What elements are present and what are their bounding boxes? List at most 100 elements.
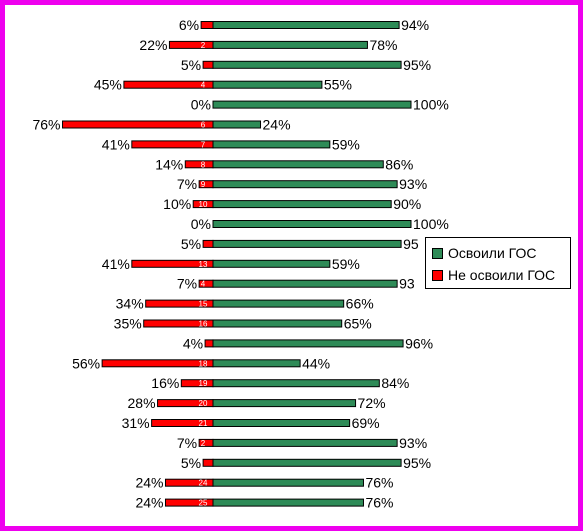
data-label-mastered: 59% [332, 256, 360, 272]
data-label-mastered: 95% [403, 455, 431, 471]
bar-mastered [212, 359, 301, 368]
data-label-mastered: 93% [399, 176, 427, 192]
legend: Освоили ГОС Не освоили ГОС [425, 237, 571, 289]
bar-mastered [212, 100, 412, 109]
data-label-mastered: 76% [365, 475, 393, 491]
bar-mastered [212, 160, 384, 169]
data-label-not-mastered: 5% [181, 455, 201, 471]
data-label-not-mastered: 4% [183, 335, 203, 351]
bar-mastered [212, 200, 392, 209]
bar-mastered [212, 299, 345, 308]
data-label-not-mastered: 22% [139, 37, 167, 53]
category-label: 18 [199, 359, 208, 368]
category-label: 20 [199, 399, 208, 408]
data-label-mastered: 55% [324, 77, 352, 93]
legend-label-mastered: Освоили ГОС [448, 245, 537, 261]
legend-label-not-mastered: Не освоили ГОС [448, 267, 556, 283]
bar-not-mastered [101, 359, 214, 368]
data-label-not-mastered: 6% [179, 17, 199, 33]
data-label-not-mastered: 76% [32, 117, 60, 133]
bar-not-mastered [180, 379, 214, 388]
bar-mastered [212, 498, 364, 507]
data-label-not-mastered: 24% [135, 475, 163, 491]
data-label-not-mastered: 7% [177, 276, 197, 292]
bar-not-mastered [168, 40, 214, 49]
bar-mastered [212, 80, 323, 89]
data-label-mastered: 78% [369, 37, 397, 53]
data-label-mastered: 44% [302, 355, 330, 371]
data-label-not-mastered: 34% [116, 296, 144, 312]
bar-not-mastered [202, 60, 214, 69]
legend-swatch-not-mastered [432, 269, 443, 281]
bar-mastered [212, 399, 357, 408]
bar-not-mastered [200, 21, 214, 29]
data-label-mastered: 65% [344, 316, 372, 332]
data-label-not-mastered: 56% [72, 355, 100, 371]
data-label-not-mastered: 16% [151, 375, 179, 391]
data-label-not-mastered: 7% [177, 435, 197, 451]
data-label-not-mastered: 7% [177, 176, 197, 192]
bar-mastered [212, 120, 262, 129]
data-label-mastered: 72% [358, 395, 386, 411]
bar-mastered [212, 40, 368, 49]
category-label: 9 [201, 180, 206, 189]
category-label: 16 [199, 320, 208, 329]
data-label-mastered: 100% [413, 216, 449, 232]
data-label-not-mastered: 0% [191, 216, 211, 232]
bar-mastered [212, 60, 402, 69]
data-label-mastered: 24% [263, 117, 291, 133]
data-label-not-mastered: 45% [94, 77, 122, 93]
category-label: 25 [199, 499, 208, 508]
data-label-mastered: 86% [385, 156, 413, 172]
data-label-mastered: 100% [413, 97, 449, 113]
bar-not-mastered [184, 160, 214, 169]
bar-not-mastered [123, 80, 214, 89]
bar-not-mastered [62, 120, 214, 129]
data-label-mastered: 69% [352, 415, 380, 431]
category-label: 13 [199, 260, 208, 269]
data-label-not-mastered: 41% [102, 136, 130, 152]
data-label-mastered: 90% [393, 196, 421, 212]
category-label: 7 [201, 140, 206, 149]
category-label: 8 [201, 160, 206, 169]
data-label-not-mastered: 5% [181, 57, 201, 73]
data-label-mastered: 76% [365, 495, 393, 511]
data-label-not-mastered: 5% [181, 236, 201, 252]
data-label-mastered: 84% [381, 375, 409, 391]
bar-mastered [212, 180, 398, 189]
category-label: 2 [201, 41, 206, 50]
data-label-not-mastered: 41% [102, 256, 130, 272]
bar-mastered [212, 21, 400, 29]
bar-mastered [212, 419, 351, 427]
category-label: 4 [201, 81, 206, 90]
data-label-not-mastered: 10% [163, 196, 191, 212]
data-label-mastered: 66% [346, 296, 374, 312]
bar-mastered [212, 458, 402, 467]
data-label-mastered: 93 [399, 276, 415, 292]
bar-mastered [212, 259, 331, 268]
data-label-not-mastered: 14% [155, 156, 183, 172]
bar-not-mastered [204, 339, 214, 348]
bar-mastered [212, 438, 398, 447]
bar-mastered [212, 239, 402, 248]
bar-mastered [212, 279, 398, 288]
bar-mastered [212, 339, 404, 348]
category-label: 24 [199, 479, 208, 488]
legend-swatch-mastered [432, 247, 443, 259]
bar-mastered [212, 140, 331, 149]
data-label-mastered: 96% [405, 335, 433, 351]
category-label: 2 [201, 439, 206, 448]
category-label: 4 [201, 280, 206, 289]
category-label: 21 [199, 419, 208, 428]
category-label: 10 [199, 200, 208, 209]
data-label-mastered: 59% [332, 136, 360, 152]
data-label-mastered: 95% [403, 57, 431, 73]
data-label-not-mastered: 24% [135, 495, 163, 511]
bar-mastered [212, 319, 343, 328]
data-label-not-mastered: 31% [122, 415, 150, 431]
legend-item-mastered: Освоили ГОС [432, 242, 570, 264]
bar-mastered [212, 379, 380, 388]
data-label-mastered: 94% [401, 17, 429, 33]
category-label: 6 [201, 121, 206, 130]
category-label: 19 [199, 379, 208, 388]
